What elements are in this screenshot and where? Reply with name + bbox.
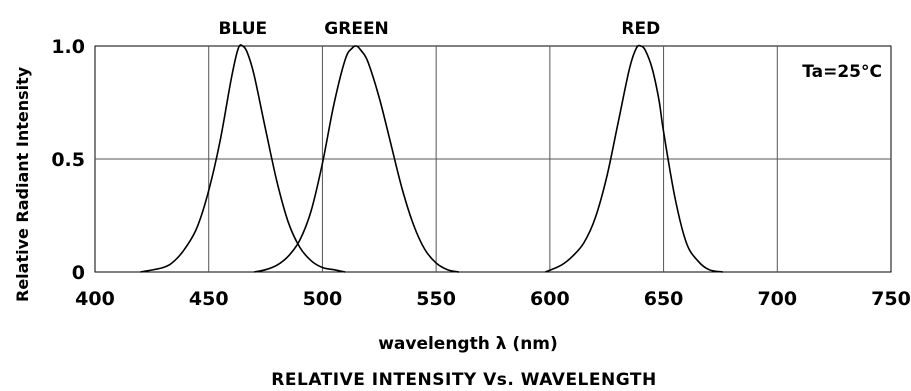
series-line-red [544,44,723,273]
series-label-blue: BLUE [219,19,268,39]
annotation-temperature: Ta=25°C [802,62,882,82]
x-tick-label: 750 [871,288,911,310]
y-tick-label: 1.0 [51,36,85,58]
series-line-green [254,45,460,273]
x-axis-label: wavelength λ (nm) [378,334,558,354]
x-tick-label: 700 [757,288,797,310]
x-tick-label: 650 [644,288,684,310]
chart-title: RELATIVE INTENSITY Vs. WAVELENGTH [271,370,656,390]
grid-lines [95,46,891,272]
x-tick-labels: 400 450 500 550 600 650 700 750 [75,288,911,310]
x-tick-label: 500 [303,288,343,310]
series-labels: BLUE GREEN RED [219,19,661,39]
x-tick-label: 600 [530,288,570,310]
y-axis-label: Relative Radiant Intensity [13,66,32,302]
x-tick-label: 550 [416,288,456,310]
x-tick-label: 400 [75,288,115,310]
series-label-green: GREEN [324,19,389,39]
y-tick-label: 0 [72,262,85,284]
series-line-blue [140,44,346,273]
y-tick-labels: 0 0.5 1.0 [51,36,85,284]
series-lines [140,44,723,273]
y-tick-label: 0.5 [51,149,85,171]
x-tick-label: 450 [189,288,229,310]
series-label-red: RED [621,19,660,39]
